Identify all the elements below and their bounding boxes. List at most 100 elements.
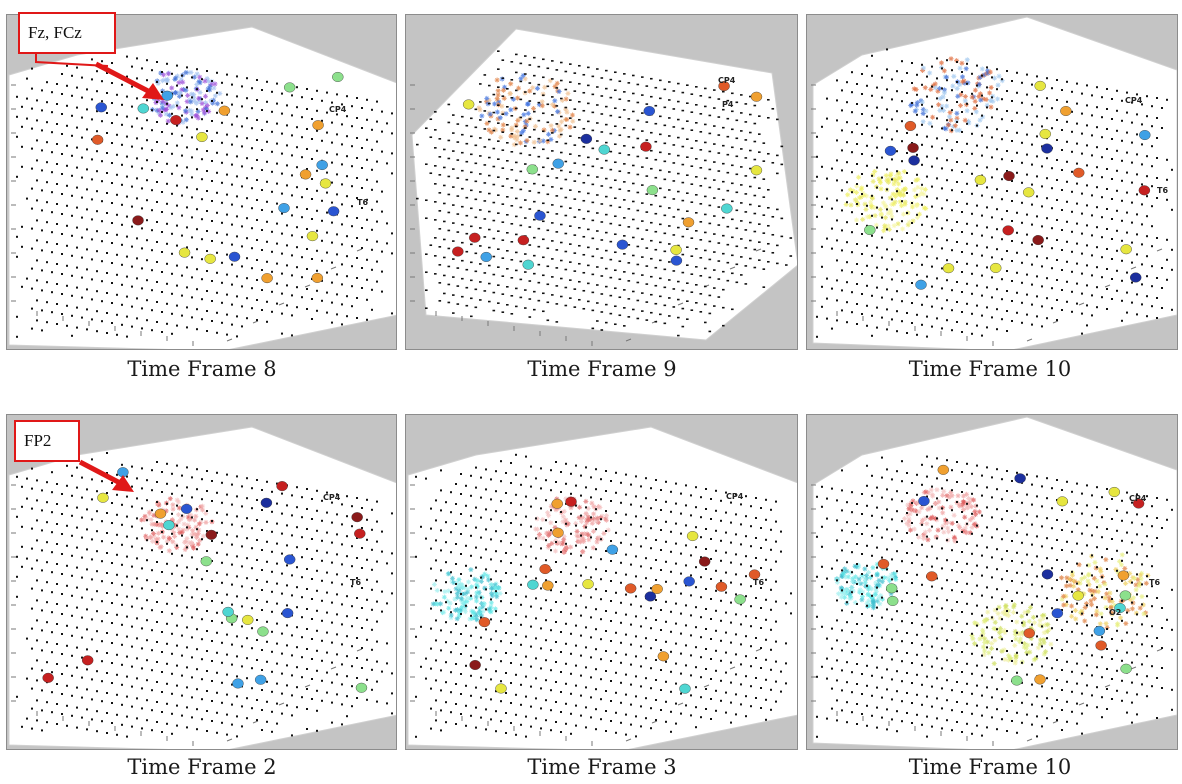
electrode-marker bbox=[1034, 674, 1046, 685]
electrode-marker bbox=[161, 90, 173, 101]
brain-volume-plot: CP4 T6 bbox=[8, 426, 396, 749]
axis-ticks bbox=[11, 84, 363, 346]
electrode-marker bbox=[1138, 185, 1151, 196]
electrode-marker bbox=[222, 606, 234, 617]
electrode-marker bbox=[91, 134, 104, 145]
electrode-marker bbox=[283, 82, 296, 93]
electrode-label: P4 bbox=[722, 100, 734, 109]
electrode-marker bbox=[355, 682, 368, 693]
activity-cluster bbox=[834, 561, 899, 611]
axis-ticks bbox=[811, 84, 1163, 346]
callout-fz-fcz: Fz, FCz bbox=[18, 12, 116, 54]
electrode-marker bbox=[907, 142, 919, 153]
electrode-marker bbox=[1117, 570, 1130, 581]
electrode-marker bbox=[261, 273, 273, 284]
electrode-marker bbox=[306, 231, 319, 242]
electrode-marker bbox=[734, 594, 746, 605]
plot-panel-frame-2: CP4 T6 bbox=[6, 414, 397, 750]
electrode-marker bbox=[565, 496, 577, 507]
electrode-marker bbox=[643, 106, 655, 117]
electrode-marker bbox=[1034, 80, 1046, 91]
electrode-marker bbox=[1056, 496, 1069, 507]
electrode-label: T6 bbox=[357, 198, 368, 207]
caption-time-frame-3: Time Frame 3 bbox=[527, 755, 677, 779]
electrode-markers bbox=[864, 80, 1151, 290]
plot-panel-frame-8: CP4 T6 bbox=[6, 14, 397, 350]
electrode-marker bbox=[686, 531, 699, 542]
electrode-marker bbox=[478, 617, 491, 628]
electrode-markers bbox=[452, 81, 763, 270]
electrode-marker bbox=[904, 120, 917, 131]
electrode-marker bbox=[534, 210, 546, 221]
electrode-marker bbox=[1108, 486, 1121, 497]
electrode-marker bbox=[748, 569, 761, 580]
electrode-marker bbox=[721, 203, 733, 214]
electrode-marker bbox=[598, 144, 610, 155]
electrode-markers bbox=[42, 467, 368, 693]
electrode-marker bbox=[196, 132, 208, 143]
electrode-label: T6 bbox=[350, 578, 361, 587]
electrode-label: T6 bbox=[1149, 578, 1160, 587]
electrode-marker bbox=[539, 564, 551, 575]
electrode-marker bbox=[319, 178, 332, 189]
electrode-marker bbox=[1130, 272, 1142, 283]
electrode-marker bbox=[232, 678, 244, 689]
electrode-marker bbox=[640, 141, 652, 152]
electrode-marker bbox=[137, 103, 149, 114]
electrode-marker bbox=[1022, 187, 1035, 198]
electrode-marker bbox=[551, 498, 563, 509]
electrode-marker bbox=[877, 558, 890, 569]
electrode-marker bbox=[480, 251, 492, 262]
axis-ticks bbox=[811, 484, 1163, 746]
electrode-marker bbox=[1114, 602, 1126, 613]
electrode-marker bbox=[885, 583, 898, 594]
brain-volume-plot: CP4 P4 bbox=[410, 28, 797, 346]
callout-arrow-fz-fcz bbox=[35, 54, 164, 100]
electrode-marker bbox=[205, 529, 218, 540]
electrode-marker bbox=[178, 247, 191, 258]
electrode-label: CP4 bbox=[726, 492, 744, 501]
electrode-marker bbox=[1120, 244, 1132, 255]
plot-panel-frame-9: CP4 P4 bbox=[405, 14, 798, 350]
electrode-marker bbox=[1120, 663, 1132, 674]
caption-time-frame-2: Time Frame 2 bbox=[127, 755, 277, 779]
electrode-marker bbox=[283, 554, 296, 565]
electrode-marker bbox=[278, 203, 290, 214]
electrode-marker bbox=[918, 496, 930, 507]
electrode-marker bbox=[469, 232, 481, 243]
electrode-marker bbox=[1014, 473, 1026, 484]
electrode-marker bbox=[95, 102, 107, 113]
electrode-marker bbox=[351, 512, 363, 523]
electrode-marker bbox=[462, 99, 475, 110]
voxel-grid bbox=[16, 452, 393, 738]
electrode-marker bbox=[200, 556, 212, 567]
electrode-markers bbox=[877, 464, 1145, 686]
electrode-marker bbox=[132, 215, 144, 226]
electrode-marker bbox=[1139, 130, 1151, 141]
electrode-label: CP4 bbox=[329, 105, 347, 114]
electrode-marker bbox=[495, 683, 507, 694]
electrode-marker bbox=[312, 120, 324, 131]
electrode-marker bbox=[154, 508, 167, 519]
electrode-label: CP4 bbox=[718, 76, 736, 85]
electrode-marker bbox=[616, 239, 629, 250]
callout-fp2: FP2 bbox=[14, 420, 80, 462]
electrode-marker bbox=[750, 165, 763, 176]
voxel-grid bbox=[816, 48, 1173, 338]
electrode-marker bbox=[1032, 235, 1044, 246]
electrode-marker bbox=[242, 614, 254, 625]
electrode-marker bbox=[683, 576, 695, 587]
voxel-grid bbox=[415, 453, 792, 738]
callout-arrow-fp2 bbox=[78, 459, 134, 492]
electrode-marker bbox=[1011, 675, 1023, 686]
plot-cube-face bbox=[407, 426, 797, 749]
electrode-marker bbox=[1003, 171, 1015, 182]
electrode-marker bbox=[580, 133, 593, 144]
electrode-marker bbox=[1041, 569, 1054, 580]
electrode-marker bbox=[170, 115, 182, 126]
electrode-marker bbox=[582, 579, 594, 590]
electrode-marker bbox=[1073, 167, 1085, 178]
electrode-label: T6 bbox=[1157, 186, 1168, 195]
caption-time-frame-10-bottom: Time Frame 10 bbox=[908, 755, 1072, 779]
electrode-marker bbox=[682, 217, 695, 228]
